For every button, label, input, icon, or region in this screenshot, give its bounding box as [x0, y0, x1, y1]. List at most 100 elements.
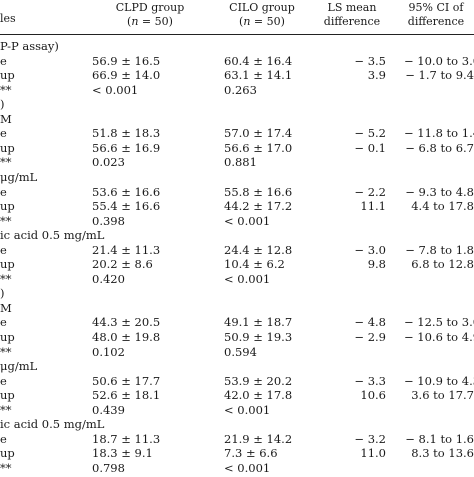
- table-row: ** 0.798 < 0.001: [0, 460, 474, 477]
- table-cell-c1: 0.398: [92, 213, 125, 228]
- table-cell-c2: 53.9 ± 20.2: [224, 373, 293, 388]
- table-row: μg/mL: [0, 169, 474, 186]
- table-cell-c2: 44.2 ± 17.2: [224, 199, 293, 214]
- table-row: ** 0.398 < 0.001: [0, 213, 474, 230]
- table-cell-c4: − 9.3 to 4.8: [405, 184, 474, 199]
- header-ci: 95% CI of difference: [407, 1, 465, 28]
- table-cell-c4: − 11.8 to 1.4: [404, 126, 474, 141]
- table-cell-c4: − 10.9 to 4.3: [404, 373, 474, 388]
- table-cell-c1: 53.6 ± 16.6: [92, 184, 161, 199]
- header-clpd-group: CLPD group (n = 50): [100, 1, 200, 29]
- table-cell-c0: **: [0, 402, 12, 417]
- header-cilo-title: CILO group: [229, 1, 295, 14]
- header-cilo-n: (n = 50): [239, 15, 285, 28]
- table-cell-c1: 52.6 ± 18.1: [92, 388, 161, 403]
- table-cell-c1: 0.023: [92, 155, 125, 170]
- table-cell-c0: **: [0, 271, 12, 286]
- table-row: up 52.6 ± 18.1 42.0 ± 17.8 10.6 3.6 to 17.7: [0, 387, 474, 404]
- header-rule: [0, 34, 474, 35]
- table-cell-c0: e: [0, 315, 7, 330]
- table-cell-c1: 55.4 ± 16.6: [92, 199, 161, 214]
- table-cell-c4: − 10.0 to 3.0: [404, 53, 474, 68]
- table-cell-c3: 10.6: [360, 388, 386, 403]
- table-cell-c1: 18.7 ± 11.3: [92, 431, 161, 446]
- table-cell-c2: 49.1 ± 18.7: [224, 315, 293, 330]
- table-cell-c0: up: [0, 446, 15, 461]
- table-cell-c0: up: [0, 199, 15, 214]
- table-row: M: [0, 300, 474, 317]
- table-row: up 48.0 ± 19.8 50.9 ± 19.3 − 2.9 − 10.6 to 4…: [0, 329, 474, 346]
- table-row: up 56.6 ± 16.9 56.6 ± 17.0 − 0.1 − 6.8 to 6.…: [0, 140, 474, 157]
- table-cell-c1: 44.3 ± 20.5: [92, 315, 161, 330]
- table-cell-c3: − 2.9: [354, 330, 386, 344]
- table-cell-c0: ): [0, 97, 5, 112]
- table-cell-c2: 63.1 ± 14.1: [224, 68, 293, 83]
- table-cell-c1: 0.439: [92, 402, 125, 417]
- table-cell-c2: 56.6 ± 17.0: [224, 140, 293, 155]
- table-cell-c3: − 2.2: [354, 184, 386, 199]
- table-cell-c1: 51.8 ± 18.3: [92, 126, 161, 141]
- table-cell-c4: 6.8 to 12.8: [411, 257, 474, 272]
- table-cell-c0: P-P assay): [0, 39, 59, 53]
- table-header: les CLPD group (n = 50) CILO group (n = …: [0, 0, 474, 44]
- table-cell-c3: − 3.3: [354, 373, 386, 388]
- table-cell-c0: e: [0, 431, 7, 446]
- table-cell-c0: μg/mL: [0, 359, 38, 374]
- table-cell-c0: μg/mL: [0, 169, 38, 184]
- table-row: up 18.3 ± 9.1 7.3 ± 6.6 11.0 8.3 to 13.6: [0, 445, 474, 462]
- table-cell-c0: up: [0, 330, 15, 344]
- table-row: e 56.9 ± 16.5 60.4 ± 16.4 − 3.5 − 10.0 to 3.…: [0, 53, 474, 70]
- table-cell-c0: up: [0, 388, 15, 403]
- table-cell-c0: up: [0, 257, 15, 272]
- table-row: up 55.4 ± 16.6 44.2 ± 17.2 11.1 4.4 to 17.8: [0, 198, 474, 215]
- table-row: up 66.9 ± 14.0 63.1 ± 14.1 3.9 − 1.7 to 9.4: [0, 67, 474, 84]
- table-cell-c0: **: [0, 213, 12, 228]
- table-cell-c2: 57.0 ± 17.4: [224, 126, 293, 141]
- table-cell-c0: e: [0, 242, 7, 257]
- table-cell-c0: up: [0, 140, 15, 155]
- table-cell-c4: − 1.7 to 9.4: [405, 68, 474, 83]
- table-cell-c4: 4.4 to 17.8: [411, 199, 474, 214]
- table-row: ** < 0.001 0.263: [0, 82, 474, 99]
- table-cell-c0: M: [0, 111, 12, 126]
- table-row: ** 0.420 < 0.001: [0, 271, 474, 288]
- table-cell-c0: e: [0, 373, 7, 388]
- table-row: ** 0.439 < 0.001: [0, 402, 474, 419]
- table-row: e 18.7 ± 11.3 21.9 ± 14.2 − 3.2 − 8.1 to 1.6: [0, 431, 474, 448]
- table-cell-c3: 11.1: [360, 199, 386, 214]
- table-cell-c2: 0.594: [224, 344, 257, 359]
- table-cell-c3: − 3.5: [354, 53, 386, 68]
- table-cell-c3: − 3.0: [354, 242, 386, 257]
- table-cell-c2: 10.4 ± 6.2: [224, 257, 285, 272]
- table-row: ic acid 0.5 mg/mL: [0, 227, 474, 244]
- table-cell-c3: − 3.2: [354, 431, 386, 446]
- table-cell-c4: − 10.6 to 4.9: [404, 330, 474, 344]
- table-cell-c3: 3.9: [367, 68, 386, 83]
- table-cell-c0: **: [0, 82, 12, 97]
- table-cell-c1: 0.420: [92, 271, 125, 286]
- table-cell-c2: < 0.001: [224, 271, 271, 286]
- table-cell-c4: − 6.8 to 6.7: [405, 140, 474, 155]
- table-cell-c4: − 12.5 to 3.0: [404, 315, 474, 330]
- table-cell-c4: 8.3 to 13.6: [411, 446, 474, 461]
- table-cell-c2: 50.9 ± 19.3: [224, 330, 293, 344]
- table-cell-c3: 9.8: [367, 257, 386, 272]
- table-cell-c1: 0.798: [92, 460, 125, 475]
- header-clpd-title: CLPD group: [115, 1, 185, 14]
- table-cell-c3: − 4.8: [354, 315, 386, 330]
- table-cell-c2: 0.263: [224, 82, 257, 97]
- table-row: ** 0.102 0.594: [0, 344, 474, 361]
- table-row: e 44.3 ± 20.5 49.1 ± 18.7 − 4.8 − 12.5 to 3.…: [0, 314, 474, 331]
- table-cell-c4: − 7.8 to 1.8: [405, 242, 474, 257]
- table-row: ): [0, 96, 474, 113]
- table-cell-c0: e: [0, 126, 7, 141]
- table-cell-c2: 24.4 ± 12.8: [224, 242, 293, 257]
- table-cell-c1: 18.3 ± 9.1: [92, 446, 153, 461]
- table-cell-c0: **: [0, 460, 12, 475]
- table-cell-c2: 55.8 ± 16.6: [224, 184, 293, 199]
- table-row: e 51.8 ± 18.3 57.0 ± 17.4 − 5.2 − 11.8 to 1.…: [0, 125, 474, 142]
- header-cilo-group: CILO group (n = 50): [212, 1, 312, 29]
- table-cell-c1: < 0.001: [92, 82, 139, 97]
- table-row: up 20.2 ± 8.6 10.4 ± 6.2 9.8 6.8 to 12.8: [0, 256, 474, 273]
